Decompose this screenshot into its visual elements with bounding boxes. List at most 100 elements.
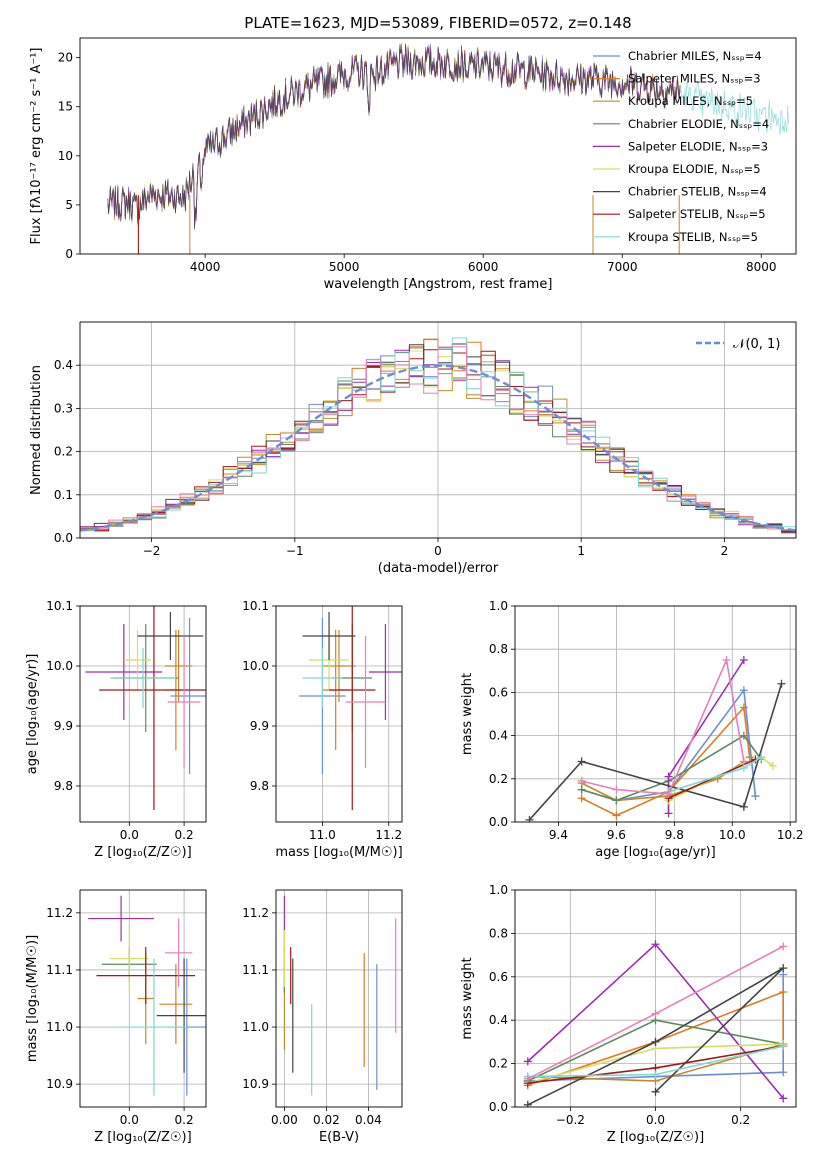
data-point	[779, 964, 788, 973]
data-point	[612, 811, 621, 820]
y-axis-label: Normed distribution	[29, 365, 44, 495]
x-tick-label: 10.0	[719, 828, 746, 842]
residual-histogram-panel: −2 −1 0 1 2 0.0 0.1 0.2 0.3 0.4 (data-model)/error…	[29, 321, 797, 576]
x-tick-label: 5000	[329, 260, 360, 274]
plot-area	[525, 656, 786, 822]
data-point	[779, 1094, 788, 1103]
mass-weight-line	[528, 683, 783, 821]
y-tick-label: 0.6	[489, 685, 508, 699]
x-tick-label: −1	[286, 544, 304, 558]
y-tick-label: 0.2	[489, 1057, 508, 1071]
y-tick-label: 0.0	[489, 815, 508, 829]
data-point	[745, 753, 754, 762]
y-tick-label: 10.1	[242, 599, 269, 613]
y-tick-label: 9.8	[54, 779, 73, 793]
normal-curve	[80, 364, 796, 532]
y-tick-label: 1.0	[489, 883, 508, 897]
y-tick-label: 11.2	[242, 906, 269, 920]
y-tick-label: 11.0	[46, 1020, 73, 1034]
data-point	[757, 753, 766, 762]
y-tick-label: 11.2	[46, 906, 73, 920]
y-tick-label: 9.9	[54, 719, 73, 733]
y-tick-label: 11.1	[242, 963, 269, 977]
axes-frame	[514, 605, 797, 823]
data-point	[651, 1070, 660, 1079]
data-point	[739, 703, 748, 712]
x-axis-label: Z [log₁₀(Z/Z☉)]	[94, 1130, 191, 1145]
x-tick-label: 0.04	[355, 1113, 382, 1127]
axes-frame	[79, 889, 207, 1108]
data-point	[577, 785, 586, 794]
axes-frame	[79, 37, 797, 255]
mass-weight-line	[581, 705, 751, 817]
y-tick-label: 10.9	[242, 1077, 269, 1091]
data-point	[523, 1074, 532, 1083]
x-axis-label: Z [log₁₀(Z/Z☉)]	[94, 845, 191, 860]
legend-entry: Chabrier ELODIE, Nₛₛₚ=4	[628, 117, 769, 131]
data-point	[651, 1009, 660, 1018]
y-tick-label: 11.0	[242, 1020, 269, 1034]
data-point	[777, 679, 786, 688]
x-tick-label: 0.00	[271, 1113, 298, 1127]
legend-entry: Salpeter MILES, Nₛₛₚ=3	[628, 72, 761, 86]
x-tick-label: 8000	[746, 260, 777, 274]
legend-entry: Chabrier MILES, Nₛₛₚ=4	[628, 49, 762, 63]
y-tick-label: 0.0	[489, 1100, 508, 1114]
legend-entry: Salpeter STELIB, Nₛₛₚ=5	[628, 207, 766, 221]
spectrum-line	[107, 43, 681, 229]
data-point	[651, 940, 660, 949]
x-tick-label: −2	[143, 544, 161, 558]
x-axis-label: wavelength [Angstrom, rest frame]	[324, 277, 553, 292]
y-tick-label: 0.8	[489, 642, 508, 656]
x-tick-label: 9.8	[665, 828, 684, 842]
data-point	[577, 757, 586, 766]
y-tick-label: 20	[58, 51, 73, 65]
y-tick-label: 0.4	[489, 729, 508, 743]
x-tick-label: 0.2	[175, 828, 194, 842]
plot-area	[523, 940, 788, 1107]
legend-entry: Kroupa MILES, Nₛₛₚ=5	[628, 94, 753, 108]
y-tick-label: 15	[58, 100, 73, 114]
axes-frame	[514, 889, 797, 1108]
mass-weight-vs-age-panel: 9.4 9.6 9.8 10.0 10.2 0.0 0.2 0.4 0.6 0.8 1.0 age […	[460, 599, 804, 860]
plot-area	[80, 337, 796, 534]
plot-area	[85, 606, 206, 810]
y-axis-label: mass weight	[460, 957, 475, 1039]
data-point	[779, 987, 788, 996]
plot-area	[299, 606, 402, 810]
x-tick-label: 0.2	[731, 1113, 750, 1127]
x-tick-label: −0.2	[556, 1113, 585, 1127]
spectrum-line	[107, 46, 681, 226]
axes-frame	[79, 605, 207, 823]
legend: Chabrier MILES, Nₛₛₚ=4 Salpeter MILES, Nₛ…	[593, 49, 769, 244]
y-axis-label: mass weight	[460, 673, 475, 755]
x-tick-label: 2	[721, 544, 729, 558]
legend-entry: Kroupa STELIB, Nₛₛₚ=5	[628, 230, 758, 244]
data-point	[577, 776, 586, 785]
x-axis-label: E(B-V)	[319, 1130, 359, 1145]
y-tick-label: 10.9	[46, 1077, 73, 1091]
mass-weight-line	[527, 967, 784, 1106]
data-point	[779, 1042, 788, 1051]
data-point	[768, 761, 777, 770]
x-tick-label: 0.0	[120, 1113, 139, 1127]
histogram-step	[80, 346, 796, 531]
data-point	[779, 942, 788, 951]
data-point	[577, 794, 586, 803]
x-tick-label: 0.2	[175, 1113, 194, 1127]
legend-entry: 𝒩(0, 1)	[733, 337, 780, 352]
mass-weight-vs-metallicity-panel: −0.2 0.0 0.2 0.0 0.2 0.4 0.6 0.8 1.0 Z [log₁₀(Z/Z…	[460, 883, 797, 1145]
mass-vs-metallicity-panel: 0.0 0.2 10.9 11.0 11.1 11.2 Z [log₁₀(Z/Z☉)] mas…	[25, 889, 207, 1145]
age-vs-mass-panel: 11.0 11.2 9.8 9.9 10.0 10.1 mass [log₁₀(M/M☉)]	[242, 599, 402, 860]
plot-area	[107, 43, 789, 254]
x-tick-label: 6000	[468, 260, 499, 274]
data-point	[651, 1037, 660, 1046]
x-tick-label: 11.0	[309, 828, 336, 842]
data-point	[751, 792, 760, 801]
data-point	[739, 686, 748, 695]
data-point	[612, 796, 621, 805]
x-tick-label: 0.0	[120, 828, 139, 842]
y-tick-label: 0.1	[54, 488, 73, 502]
y-axis-label: Flux [fλ10⁻¹⁷ erg cm⁻² s⁻¹ A⁻¹]	[29, 48, 44, 245]
legend-entry: Kroupa ELODIE, Nₛₛₚ=5	[628, 162, 761, 176]
